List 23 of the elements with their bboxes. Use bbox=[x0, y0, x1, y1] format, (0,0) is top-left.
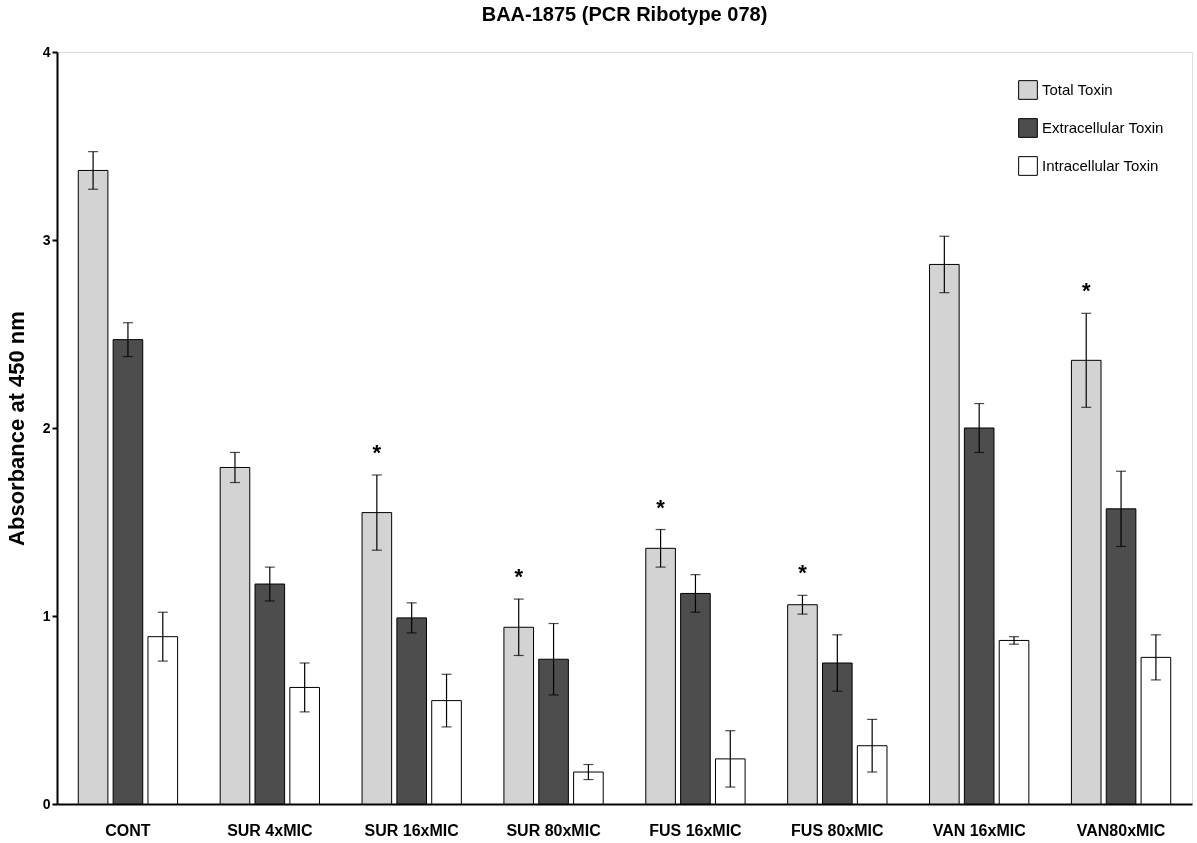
data-label: * bbox=[372, 440, 382, 465]
y-tick-label: 2 bbox=[42, 419, 51, 436]
x-tick-label: SUR 16xMIC bbox=[364, 821, 460, 839]
data-label: * bbox=[514, 564, 524, 590]
chart-title: BAA-1875 (PCR Ribotype 078) bbox=[481, 3, 768, 25]
legend-label: Intracellular Toxin bbox=[1042, 157, 1159, 174]
data-label: * bbox=[1081, 278, 1091, 304]
x-tick-label: VAN 16xMIC bbox=[932, 821, 1027, 839]
x-tick-label: SUR 80xMIC bbox=[506, 821, 602, 839]
y-axis-title: Absorbance at 450 nm bbox=[3, 311, 29, 546]
legend-label: Total Toxin bbox=[1042, 81, 1113, 98]
x-tick-label: SUR 4xMIC bbox=[227, 821, 313, 839]
x-tick-label: VAN80xMIC bbox=[1076, 821, 1166, 839]
x-tick-label: FUS 16xMIC bbox=[649, 821, 743, 839]
data-label: * bbox=[798, 560, 808, 586]
y-tick-label: 0 bbox=[42, 795, 51, 812]
legend-label: Extracellular Toxin bbox=[1042, 119, 1164, 136]
y-tick-label: 4 bbox=[42, 43, 51, 60]
data-label: * bbox=[656, 494, 666, 520]
x-tick-label: CONT bbox=[105, 821, 151, 839]
x-tick-label: FUS 80xMIC bbox=[791, 821, 884, 839]
y-tick-label: 1 bbox=[42, 607, 51, 624]
y-tick-label: 3 bbox=[42, 231, 51, 248]
